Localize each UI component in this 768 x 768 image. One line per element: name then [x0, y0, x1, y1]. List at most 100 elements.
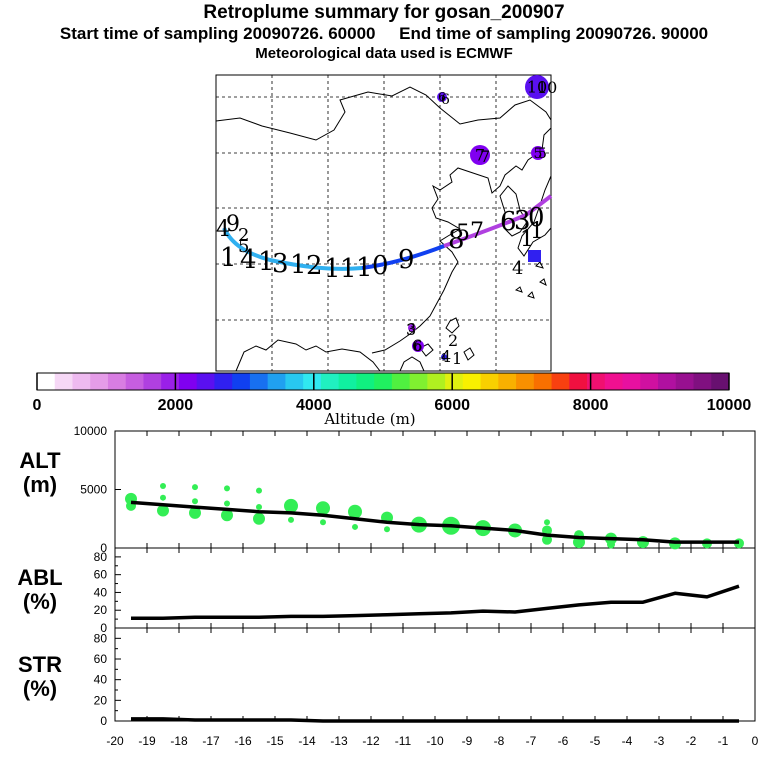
- colorbar-swatch: [480, 373, 499, 390]
- trajectory-day-label: 1: [340, 254, 357, 284]
- sampling-times: Start time of sampling 20090726. 60000 E…: [0, 24, 768, 44]
- colorbar-swatch: [516, 373, 535, 390]
- colorbar-swatch: [72, 373, 91, 390]
- colorbar-swatch: [214, 373, 233, 390]
- colorbar-swatch: [37, 373, 56, 390]
- panel-label-unit: (m): [23, 472, 57, 497]
- y-tick-label: 80: [94, 550, 108, 564]
- trajectory-day-label: 1: [520, 227, 534, 252]
- colorbar-axis-label: Altitude (m): [323, 410, 415, 428]
- x-tick-label: -16: [234, 734, 252, 748]
- colorbar-swatch: [249, 373, 269, 390]
- timeseries-panels: ALT(m)1000050000ABL(%)806040200STR(%)806…: [17, 424, 758, 748]
- y-tick-label: 40: [94, 585, 108, 599]
- panel-label-name: ABL: [17, 565, 62, 590]
- trajectory-day-label: 2: [306, 251, 323, 281]
- source-cluster-circle: [531, 146, 545, 160]
- trajectory-day-label: 2: [238, 225, 249, 246]
- source-cluster-circle: [441, 354, 447, 360]
- colorbar-tick-label: 2000: [158, 397, 194, 414]
- source-cluster-circle: [412, 340, 424, 352]
- trajectory-day-label: 1: [530, 219, 544, 244]
- altitude-cluster-point: [224, 500, 230, 507]
- trajectory-day-label: 6: [500, 207, 517, 237]
- colorbar-swatch: [445, 373, 464, 390]
- y-tick-label: 60: [94, 652, 108, 666]
- source-cluster-circle: [525, 75, 549, 99]
- altitude-cluster-point: [160, 494, 166, 501]
- altitude-cluster-point: [288, 516, 294, 523]
- altitude-cluster-point: [221, 509, 233, 522]
- panel-label-name: STR: [18, 652, 62, 677]
- trajectory-day-label: 7: [470, 219, 484, 244]
- source-cluster-circle: [408, 324, 416, 332]
- source-cluster-label: 6: [414, 339, 423, 355]
- coastlines: [215, 86, 552, 372]
- trajectory-day-label: 4: [512, 258, 523, 279]
- altitude-cluster-point: [542, 525, 552, 536]
- colorbar-swatch: [640, 373, 659, 390]
- y-tick-label: 60: [94, 568, 108, 582]
- colorbar-swatch: [161, 373, 180, 390]
- colorbar-swatch: [125, 373, 144, 390]
- x-tick-label: -19: [138, 734, 156, 748]
- altitude-cluster-point: [284, 498, 298, 513]
- panel-alt: ALT(m) 10000 5000 0: [19, 424, 756, 555]
- source-cluster-marker: [528, 250, 541, 262]
- colorbar-swatch: [90, 373, 109, 390]
- x-tick-label: -4: [622, 734, 633, 748]
- source-cluster-circle: [470, 145, 490, 165]
- trajectory-day-label: 9: [398, 245, 415, 275]
- trajectory-day-label: 9: [226, 212, 240, 237]
- x-tick-label: -2: [686, 734, 697, 748]
- x-tick-label: -8: [494, 734, 505, 748]
- colorbar-swatch: [604, 373, 624, 390]
- colorbar-swatch: [462, 373, 482, 390]
- x-tick-label: -17: [202, 734, 220, 748]
- trajectory-day-label: 5: [456, 221, 470, 246]
- colorbar-swatch: [338, 373, 357, 390]
- y-tick-label: 40: [94, 673, 108, 687]
- colorbar-swatch: [551, 373, 570, 390]
- source-cluster-label: 1: [441, 353, 447, 364]
- source-cluster-label: 10: [527, 78, 547, 97]
- source-cluster-label: 5: [534, 146, 543, 162]
- series-line-alt: [130, 500, 739, 544]
- trajectory-day-label: 8: [448, 225, 465, 255]
- trajectory-day-label: 6: [441, 92, 450, 108]
- y-tick-label: 80: [94, 631, 108, 645]
- colorbar-swatch: [232, 373, 251, 390]
- trajectory-day-label: 5: [238, 236, 249, 257]
- colorbar-tick-label: 10000: [707, 397, 752, 414]
- mean-trajectory-high: [443, 194, 553, 248]
- map-gridlines: [216, 75, 551, 371]
- trajectory-day-label: 10: [537, 78, 557, 97]
- trajectory-day-label: 0: [372, 251, 389, 281]
- panel-label-name: ALT: [19, 448, 61, 473]
- end-time-label: End time of sampling 20090726. 90000: [399, 24, 709, 43]
- trajectory-day-label: 6: [412, 336, 422, 355]
- trajectory-day-label: 1: [258, 247, 275, 277]
- altitude-cluster-point: [160, 482, 166, 489]
- altitude-cluster-point: [189, 506, 201, 519]
- panel-label-unit: (%): [23, 676, 57, 701]
- source-cluster-circle: [437, 92, 447, 102]
- altitude-cluster-point: [192, 484, 198, 491]
- trajectory-day-label: 4: [216, 217, 230, 242]
- altitude-cluster-point: [348, 504, 362, 519]
- colorbar-swatch: [587, 373, 606, 390]
- start-time-label: Start time of sampling 20090726. 60000: [59, 24, 376, 43]
- mean-trajectory-mid: [361, 244, 445, 270]
- colorbar-swatch: [178, 373, 198, 390]
- x-tick-label: -11: [395, 734, 412, 748]
- altitude-colorbar: 0 2000 4000 6000 8000 10000: [33, 372, 752, 414]
- altitude-cluster-point: [542, 534, 552, 545]
- x-tick-label: -1: [718, 734, 729, 748]
- colorbar-swatch: [675, 373, 695, 390]
- y-tick-label: 0: [100, 621, 107, 635]
- altitude-cluster-point: [316, 501, 330, 516]
